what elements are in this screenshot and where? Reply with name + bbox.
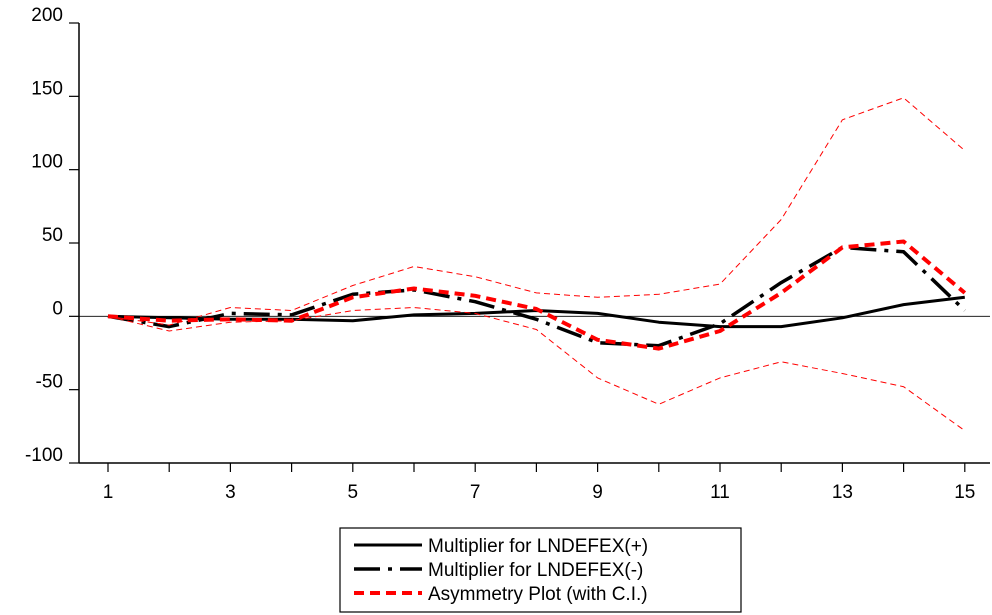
y-tick-label: 100 [31,152,63,173]
x-tick-label: 13 [832,482,853,503]
y-tick-label: 200 [31,5,63,26]
x-tick-label: 3 [225,482,236,503]
series-upper-ci-line [107,97,966,326]
legend-label: Multiplier for LNDEFEX(+) [428,536,648,557]
x-tick-label: 11 [710,482,730,503]
y-tick-label: 0 [52,298,63,319]
y-tick-label: -50 [36,372,63,393]
axes [69,22,990,472]
x-tick-label: 5 [348,482,359,503]
legend: Multiplier for LNDEFEX(+) Multiplier for … [339,527,742,613]
x-tick-label: 9 [592,482,603,503]
x-tick-label: 15 [954,482,975,503]
series-line-3 [107,239,967,351]
y-tick-label: -100 [25,445,63,466]
legend-label: Asymmetry Plot (with C.I.) [428,584,648,605]
y-tick-label: 150 [31,78,63,99]
legend-label: Multiplier for LNDEFEX(-) [428,560,643,581]
series-lower-ci-line [107,307,966,432]
x-tick-label: 7 [470,482,481,503]
series-line-2 [107,245,967,348]
y-tick-label: 50 [42,225,63,246]
series-lines [107,97,967,432]
x-tick-label: 1 [103,482,114,503]
